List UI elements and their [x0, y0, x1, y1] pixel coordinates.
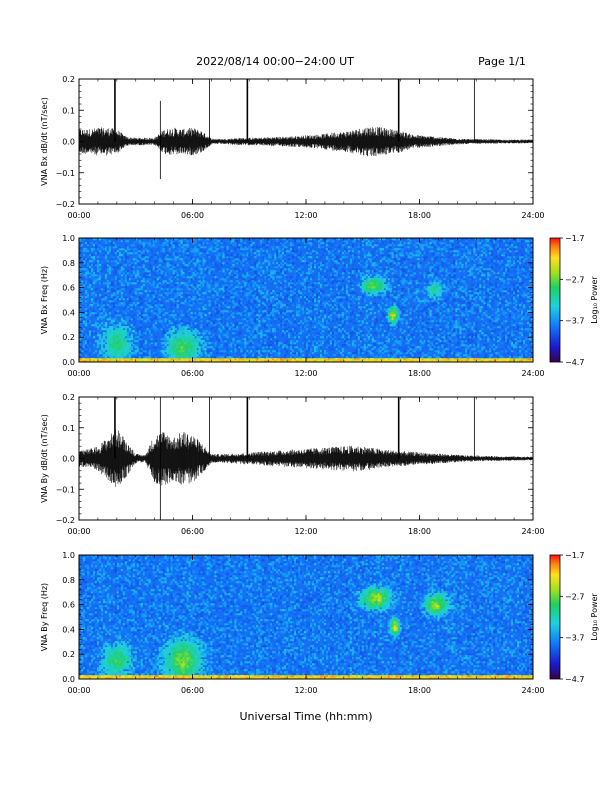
y-tick-label: 0.2 — [62, 75, 75, 84]
y-tick-label: 0.6 — [62, 601, 75, 610]
colorbar-gradient — [549, 237, 561, 363]
panels: 0.2 0.1 0.0 −0.1 −0.2 00:00 06:00 12:00 18:00 24:… — [40, 75, 599, 695]
colorbar-tick-label: −2.7 — [565, 592, 584, 601]
y-tick-label: 0.2 — [62, 393, 75, 402]
x-tick-label: 06:00 — [181, 686, 204, 695]
y-tick-label: 0.0 — [62, 358, 75, 367]
x-tick-label: 18:00 — [408, 527, 431, 536]
x-tick-label: 18:00 — [408, 211, 431, 220]
panel-3: 0.2 0.1 0.0 −0.1 −0.2 00:00 06:00 12:00 18:00 24:… — [40, 393, 545, 536]
y-tick-label: −0.1 — [56, 169, 75, 178]
panel-1: 0.2 0.1 0.0 −0.1 −0.2 00:00 06:00 12:00 18:00 24:… — [40, 75, 545, 220]
y-tick-label: 0.8 — [62, 576, 75, 585]
y-tick-label: 1.0 — [62, 234, 75, 243]
y-tick-label: 0.2 — [62, 333, 75, 342]
series-line — [78, 429, 534, 487]
x-tick-label: 24:00 — [521, 686, 544, 695]
x-tick-label: 00:00 — [67, 211, 90, 220]
y-tick-label: 0.0 — [62, 455, 75, 464]
panel-4: −1.7 −2.7 −3.7 −4.7 Log₁₀ Power 1.0 0.8 0.6 0.4 0… — [40, 551, 599, 695]
x-tick-label: 24:00 — [521, 369, 544, 378]
x-tick-label: 18:00 — [408, 686, 431, 695]
y-tick-label: 0.4 — [62, 625, 75, 634]
y-tick-label: 0.1 — [62, 424, 75, 433]
y-tick-label: 0.6 — [62, 284, 75, 293]
colorbar-tick-label: −4.7 — [565, 675, 584, 684]
x-tick-label: 00:00 — [67, 369, 90, 378]
y-tick-label: −0.2 — [56, 200, 75, 209]
x-tick-label: 00:00 — [67, 686, 90, 695]
y-tick-label: 0.8 — [62, 259, 75, 268]
colorbar-label: Log₁₀ Power — [590, 593, 599, 641]
colorbar-gradient — [549, 554, 561, 680]
y-tick-label: 0.0 — [62, 675, 75, 684]
x-tick-label: 12:00 — [294, 211, 317, 220]
colorbar-tick-label: −1.7 — [565, 234, 584, 243]
colorbar: −1.7 −2.7 −3.7 −4.7 Log₁₀ Power — [549, 234, 599, 367]
heatmap-cells — [79, 238, 534, 363]
x-tick-label: 24:00 — [521, 527, 544, 536]
x-tick-label: 18:00 — [408, 369, 431, 378]
x-tick-label: 06:00 — [181, 527, 204, 536]
y-tick-label: 0.2 — [62, 650, 75, 659]
colorbar: −1.7 −2.7 −3.7 −4.7 Log₁₀ Power — [549, 551, 599, 684]
x-tick-label: 24:00 — [521, 211, 544, 220]
colorbar-tick-label: −1.7 — [565, 551, 584, 560]
y-tick-label: 1.0 — [62, 551, 75, 560]
colorbar-tick-label: −3.7 — [565, 317, 584, 326]
y-axis-label: VNA Bx dB/dt (nT/sec) — [40, 97, 49, 186]
x-tick-label: 00:00 — [67, 527, 90, 536]
y-axis-label: VNA By Freq (Hz) — [40, 583, 49, 651]
colorbar-tick-label: −2.7 — [565, 275, 584, 284]
series-line — [78, 127, 534, 157]
y-tick-label: 0.0 — [62, 138, 75, 147]
y-tick-label: 0.4 — [62, 308, 75, 317]
x-tick-label: 06:00 — [181, 369, 204, 378]
page-number: Page 1/1 — [478, 55, 526, 68]
colorbar-tick-label: −3.7 — [565, 634, 584, 643]
x-tick-label: 06:00 — [181, 211, 204, 220]
colorbar-label: Log₁₀ Power — [590, 276, 599, 324]
panel-2: −1.7 −2.7 −3.7 −4.7 Log₁₀ Power 1.0 0.8 0.6 0.4 0… — [40, 234, 599, 378]
heatmap-cells — [79, 555, 534, 680]
x-tick-label: 12:00 — [294, 369, 317, 378]
y-axis-label: VNA Bx Freq (Hz) — [40, 266, 49, 334]
page-title: 2022/08/14 00:00−24:00 UT — [196, 55, 354, 68]
colorbar-tick-label: −4.7 — [565, 358, 584, 367]
y-tick-label: 0.1 — [62, 106, 75, 115]
y-tick-label: −0.2 — [56, 516, 75, 525]
x-tick-label: 12:00 — [294, 686, 317, 695]
y-tick-label: −0.1 — [56, 485, 75, 494]
x-tick-label: 12:00 — [294, 527, 317, 536]
x-axis-label: Universal Time (hh:mm) — [240, 710, 373, 723]
y-axis-label: VNA By dB/dt (nT/sec) — [40, 414, 49, 503]
